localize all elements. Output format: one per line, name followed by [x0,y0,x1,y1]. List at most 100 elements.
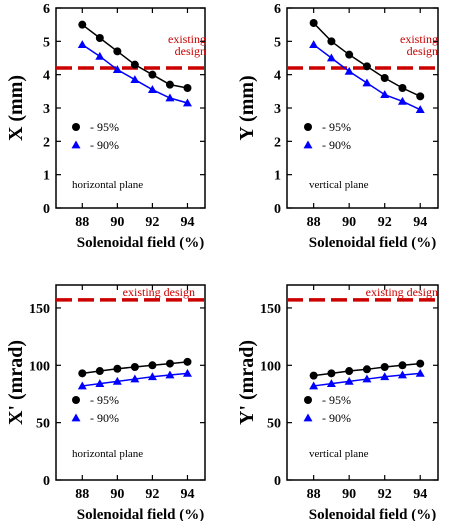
panel-2-ytick-label-1: 50 [36,417,50,432]
panel-2-series-1-point-2 [112,376,122,385]
panel-1-series-1-point-5 [397,96,407,105]
panel-1-xtick-label-0: 88 [307,215,321,230]
panel-2-series-0-point-3 [130,363,139,372]
panel-2-xlabel: Solenoidal field (%) [77,507,205,521]
panel-1-legend-marker-1 [303,140,313,149]
panel-2-series-0-point-1 [95,367,104,376]
panel-3-xtick-label-3: 94 [413,487,427,502]
panel-3-series-0-point-4 [380,363,389,372]
panel-2-series-1-point-5 [165,370,175,379]
panel-2-frame [55,284,206,481]
panel-3-ytick-label-0: 0 [274,474,281,489]
panel-0-series-1-line [81,44,188,104]
panel-1-xtick-label-3: 94 [413,215,427,230]
panel-3-reference-label-0: existing design [366,285,438,299]
panel-3-series-0-point-1 [327,369,336,378]
panel-0-ylabel: X (mm) [5,75,27,141]
panel-2-series-0-point-6 [183,357,192,366]
panel-3-series-0-point-0 [309,371,318,380]
panel-2-xtick-label-0: 88 [75,487,89,502]
panel-0-series-0-point-4 [148,70,157,79]
panel-2-series-1-point-0 [77,381,87,390]
panel-2-legend-label-0: - 95% [90,393,119,407]
panel-1-legend-label-0: - 95% [322,120,351,134]
panel-1-series-1-point-6 [415,105,425,114]
panel-0-series-1-point-2 [112,65,122,74]
panel-1-series-0-point-1 [327,37,336,46]
panel-2-legend-marker-0 [72,396,80,404]
panel-1-ylabel: Y (mm) [236,75,258,140]
panel-0-xlabel: Solenoidal field (%) [77,235,205,251]
panel-0-series-1-point-1 [95,51,105,60]
panel-2-legend-label-1: - 90% [90,411,119,425]
panel-2-xtick-label-3: 94 [180,487,194,502]
panel-1-annotation: vertical plane [309,179,369,191]
panel-2-series-0-point-2 [113,364,122,373]
panel-1-series-1-point-2 [344,66,354,75]
panel-3-series-1-point-5 [397,370,407,379]
panel-2-legend-marker-1 [71,413,81,422]
panel-1-series-1-point-4 [380,90,390,99]
panel-3-xtick-label-0: 88 [307,487,321,502]
panel-1-reference-label-0: existing [400,32,438,46]
panel-2-series-0-point-4 [148,361,157,370]
panel-3-series-1-point-0 [309,381,319,390]
panel-3-xtick-label-1: 90 [342,487,356,502]
panel-2-series-1-point-1 [95,379,105,388]
panel-0-legend-marker-1 [71,140,81,149]
panel-3-xlabel: Solenoidal field (%) [309,507,437,521]
panel-3-ylabel: Y' (mrad) [236,340,258,425]
panel-3-legend-marker-1 [303,413,313,422]
panel-1-series-0-point-4 [380,74,389,82]
panel-2-annotation: horizontal plane [72,448,143,460]
panel-0-legend-label-0: - 95% [90,120,119,134]
panel-2-series-1-point-6 [182,368,192,377]
panel-0-series-0-point-2 [113,47,122,56]
panel-3-ytick-label-2: 100 [260,359,281,374]
panel-3-series-1-point-3 [362,374,372,383]
panel-1-series-0-point-5 [398,84,407,92]
panel-3-annotation: vertical plane [309,448,369,460]
panel-1-series-1-point-1 [326,53,336,62]
panel-1-ytick-label-1: 1 [274,169,281,184]
panel-1-xtick-label-1: 90 [342,215,356,230]
panel-1-ytick-label-3: 3 [274,102,281,117]
panel-0-series-0-point-6 [183,84,192,92]
panel-0-series-0-point-3 [130,60,139,69]
panel-3-series-1-point-1 [326,379,336,388]
panel-1-series-0-point-2 [345,50,354,59]
panel-1-ytick-label-6: 6 [274,2,281,17]
panel-0-reference-label-1: design [175,44,206,58]
panel-1-series-0-point-0 [309,19,318,27]
panel-2-xtick-label-1: 90 [110,487,124,502]
panel-0-ytick-label-2: 2 [43,135,50,150]
panel-0-ytick-label-4: 4 [43,69,50,84]
panel-0-legend-marker-0 [72,123,80,131]
panel-3-series-1-point-6 [415,368,425,377]
panel-0-ytick-label-5: 5 [43,35,50,50]
panel-1-ytick-label-4: 4 [274,69,281,84]
panel-3-series-0-point-5 [398,361,407,370]
panel-3-series-1-point-2 [344,376,354,385]
panel-3-series-0-point-3 [362,365,371,374]
panel-2-ylabel: X' (mrad) [5,340,27,425]
panel-0-series-0-point-0 [78,20,87,29]
panel-0-ytick-label-1: 1 [43,169,50,184]
panel-0-series-1-point-6 [182,98,192,107]
panel-1-series-0-point-6 [416,92,425,101]
panel-1-ytick-label-2: 2 [274,135,281,150]
panel-1-legend-marker-0 [304,123,312,131]
panel-0-ytick-label-0: 0 [43,202,50,217]
panel-1-reference-label-1: design [407,44,438,58]
panel-0-xtick-label-1: 90 [110,215,124,230]
panel-0-xtick-label-0: 88 [75,215,89,230]
panel-3-ytick-label-3: 150 [260,302,281,317]
panel-2-series-0-point-5 [165,359,174,368]
panel-0-series-1-point-5 [165,93,175,102]
panel-0-annotation: horizontal plane [72,179,143,191]
panel-2-xtick-label-2: 92 [145,487,159,502]
panel-3-frame [286,284,439,481]
panel-1-series-0-point-3 [362,62,371,71]
panel-1-series-1-point-3 [362,78,372,87]
